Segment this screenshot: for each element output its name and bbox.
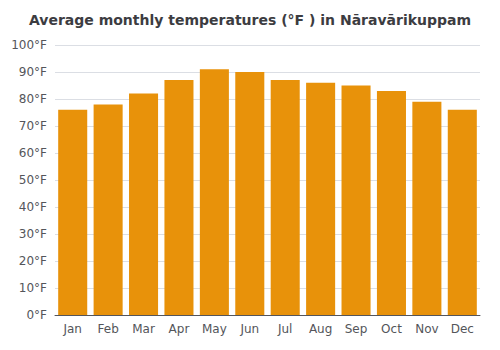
- svg-text:Dec: Dec: [451, 322, 474, 336]
- svg-text:Jun: Jun: [239, 322, 259, 336]
- svg-text:60°F: 60°F: [19, 146, 47, 160]
- svg-text:80°F: 80°F: [19, 92, 47, 106]
- svg-text:100°F: 100°F: [11, 38, 47, 52]
- svg-text:70°F: 70°F: [19, 119, 47, 133]
- svg-text:Apr: Apr: [169, 322, 190, 336]
- svg-text:Jul: Jul: [277, 322, 292, 336]
- svg-text:0°F: 0°F: [26, 308, 47, 322]
- svg-text:40°F: 40°F: [19, 200, 47, 214]
- svg-text:Nov: Nov: [415, 322, 438, 336]
- svg-text:Aug: Aug: [309, 322, 332, 336]
- svg-text:Jan: Jan: [62, 322, 82, 336]
- svg-text:50°F: 50°F: [19, 173, 47, 187]
- svg-text:Oct: Oct: [381, 322, 402, 336]
- svg-text:Average monthly temperatures (: Average monthly temperatures (°F ) in Nā…: [29, 12, 471, 28]
- svg-text:Sep: Sep: [345, 322, 368, 336]
- svg-text:30°F: 30°F: [19, 227, 47, 241]
- svg-text:20°F: 20°F: [19, 254, 47, 268]
- svg-text:90°F: 90°F: [19, 65, 47, 79]
- svg-text:Mar: Mar: [132, 322, 155, 336]
- svg-text:Feb: Feb: [98, 322, 119, 336]
- svg-text:May: May: [202, 322, 227, 336]
- svg-text:10°F: 10°F: [19, 281, 47, 295]
